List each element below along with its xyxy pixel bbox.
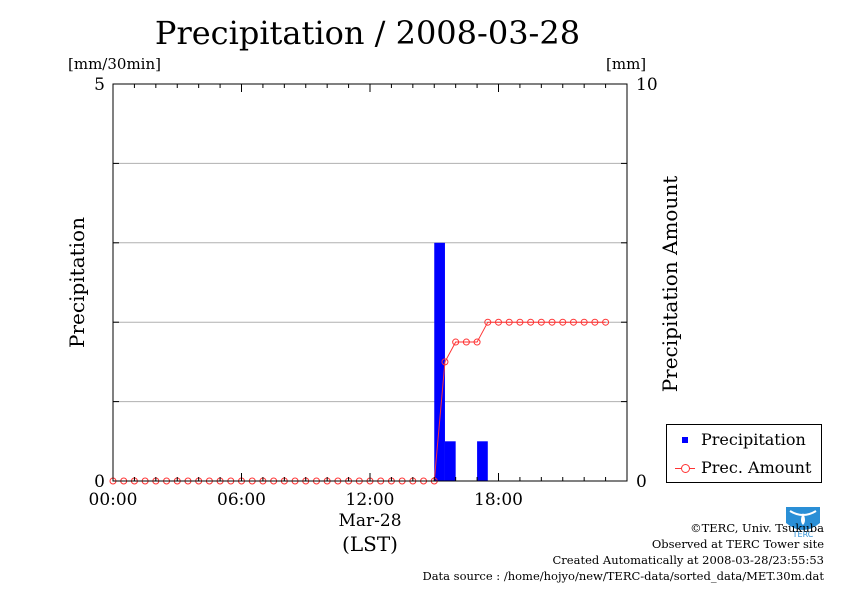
credits: ©TERC, Univ. Tsukuba Observed at TERC To… xyxy=(422,520,824,584)
right-y-tick-min: 0 xyxy=(636,472,647,492)
amount-point xyxy=(580,318,588,326)
left-y-tick-max: 5 xyxy=(94,75,105,95)
amount-point xyxy=(462,338,470,346)
legend-label: Precipitation xyxy=(701,430,806,449)
x-date-label: Mar-28 xyxy=(338,511,401,531)
x-tick-label: 06:00 xyxy=(217,490,266,510)
amount-point xyxy=(569,318,577,326)
x-tick-label: 18:00 xyxy=(474,490,523,510)
precipitation-bar xyxy=(477,441,488,481)
x-tick-label: 12:00 xyxy=(346,490,395,510)
chart-title: Precipitation / 2008-03-28 xyxy=(154,14,581,52)
amount-point xyxy=(441,358,449,366)
legend-line-swatch xyxy=(675,461,695,475)
legend-item-prec-amount: Prec. Amount xyxy=(675,458,811,477)
legend-item-precipitation: Precipitation xyxy=(675,430,806,449)
amount-point xyxy=(505,318,513,326)
right-y-axis-title: Precipitation Amount xyxy=(658,176,682,393)
credit-line: Created Automatically at 2008-03-28/23:5… xyxy=(552,553,825,567)
svg-text:TERC: TERC xyxy=(792,530,814,539)
amount-point xyxy=(452,338,460,346)
axis-ticks xyxy=(112,83,628,482)
x-axis-title: (LST) xyxy=(342,532,398,556)
amount-point xyxy=(548,318,556,326)
credit-line: ©TERC, Univ. Tsukuba xyxy=(690,521,824,535)
precipitation-bar xyxy=(444,441,456,481)
left-y-tick-min: 0 xyxy=(94,472,105,492)
legend-label: Prec. Amount xyxy=(701,458,812,477)
precipitation-bars xyxy=(434,242,488,481)
legend-bar-swatch xyxy=(675,433,695,447)
grid-lines xyxy=(113,162,627,403)
amount-point xyxy=(495,318,502,326)
amount-point xyxy=(602,318,610,326)
plot-frame xyxy=(112,83,628,482)
amount-point xyxy=(516,318,524,326)
amount-point xyxy=(537,318,545,326)
credit-line: Data source : /home/hojyo/new/TERC-data/… xyxy=(422,569,824,583)
right-axis-unit: [mm] xyxy=(606,55,647,73)
left-y-axis-title: Precipitation xyxy=(65,217,89,348)
amount-point xyxy=(527,318,535,326)
amount-point xyxy=(559,318,567,326)
left-axis-unit: [mm/30min] xyxy=(68,55,161,73)
precipitation-bar xyxy=(434,242,445,481)
amount-point xyxy=(473,338,481,346)
x-tick-label: 00:00 xyxy=(89,490,138,510)
amount-point xyxy=(484,318,492,326)
amount-point xyxy=(591,318,599,326)
legend: Precipitation Prec. Amount xyxy=(666,424,822,483)
right-y-tick-max: 10 xyxy=(636,75,658,95)
terc-logo: TERC xyxy=(784,503,822,539)
credit-line: Observed at TERC Tower site xyxy=(651,537,824,551)
